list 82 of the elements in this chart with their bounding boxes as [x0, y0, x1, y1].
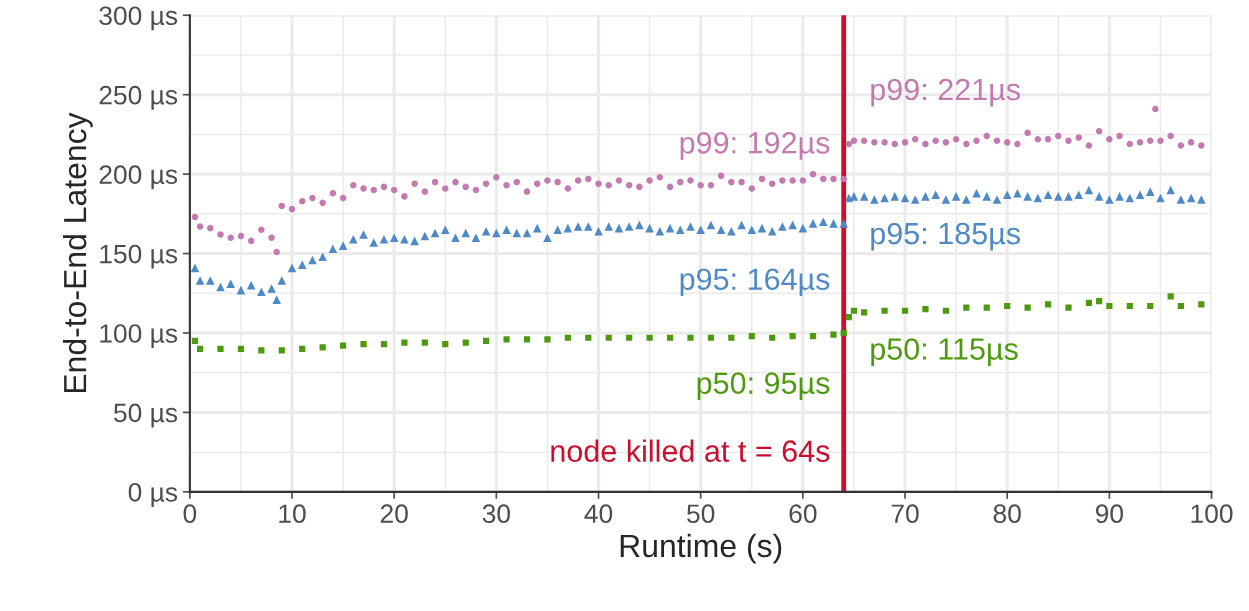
annotation: p50: 95µs	[697, 372, 830, 400]
point	[666, 334, 674, 341]
x-axis-title: Runtime (s)	[620, 533, 782, 564]
y-tick-label: 100 µs	[100, 324, 178, 349]
point	[258, 347, 265, 354]
point	[707, 334, 715, 341]
point	[942, 307, 949, 314]
point	[585, 334, 592, 341]
point	[1024, 304, 1031, 311]
point	[789, 333, 796, 340]
point	[442, 341, 449, 348]
point	[421, 339, 428, 346]
annotation: p99: 192µs	[680, 132, 830, 160]
point	[626, 334, 633, 341]
y-tick-label: 200 µs	[99, 165, 178, 190]
y-tick-label: 0 µs	[128, 482, 178, 507]
point	[278, 347, 285, 354]
point	[881, 307, 888, 314]
x-tick-label: 80	[993, 504, 1021, 524]
y-tick-label: 300 µs	[99, 6, 178, 31]
point	[1126, 302, 1133, 310]
ref-line-label: node killed at t = 64s	[551, 439, 830, 462]
annotation: p95: 164µs	[680, 268, 830, 297]
point	[748, 333, 755, 340]
y-axis-title: End-to-End Latency	[62, 112, 93, 393]
x-tick-label: 60	[789, 504, 817, 524]
point	[1167, 293, 1174, 300]
point	[380, 341, 388, 348]
point	[237, 345, 245, 352]
point	[1147, 302, 1154, 310]
annotation: p95: 185µs	[871, 222, 1020, 251]
point	[850, 307, 858, 314]
point	[544, 336, 551, 343]
point	[983, 304, 990, 311]
x-tick-label: 20	[380, 504, 408, 524]
point	[523, 336, 531, 343]
point	[196, 345, 204, 352]
x-tick-label: 90	[1095, 504, 1124, 524]
point	[922, 306, 929, 313]
point	[845, 314, 852, 321]
point	[1106, 302, 1113, 310]
point	[769, 334, 776, 341]
y-tick-label: 150 µs	[100, 244, 178, 269]
point	[830, 331, 837, 338]
x-tick-label: 10	[279, 504, 306, 524]
point	[462, 339, 469, 346]
point	[1096, 298, 1103, 305]
x-tick-label: 30	[482, 504, 510, 524]
x-tick-label: 50	[687, 504, 715, 524]
point	[1198, 301, 1205, 308]
annotation: p99: 221µs	[871, 78, 1020, 107]
point	[401, 339, 408, 346]
x-tick-label: 40	[584, 504, 613, 524]
annotation: p50: 115µs	[871, 338, 1018, 366]
point	[564, 334, 571, 341]
point	[319, 344, 326, 351]
point	[963, 304, 970, 311]
point	[191, 337, 199, 345]
point	[901, 307, 909, 314]
point	[861, 309, 868, 316]
point	[299, 345, 306, 352]
x-tick-label: 100	[1191, 504, 1233, 524]
point	[483, 337, 490, 345]
point	[687, 334, 694, 341]
point	[503, 336, 510, 343]
point	[217, 345, 224, 352]
y-tick-label: 250 µs	[99, 85, 178, 110]
point	[728, 334, 735, 341]
point	[1085, 299, 1093, 306]
point	[605, 334, 612, 341]
point	[1177, 302, 1184, 310]
y-tick-label: 50 µs	[114, 403, 178, 428]
point	[339, 342, 347, 349]
x-tick-label: 0	[183, 504, 197, 524]
point	[840, 329, 847, 337]
x-tick-label: 70	[891, 504, 919, 524]
point	[1044, 301, 1052, 308]
point	[360, 341, 367, 348]
point	[1004, 302, 1011, 310]
point	[1065, 304, 1072, 311]
point	[809, 333, 817, 340]
point	[646, 334, 653, 341]
